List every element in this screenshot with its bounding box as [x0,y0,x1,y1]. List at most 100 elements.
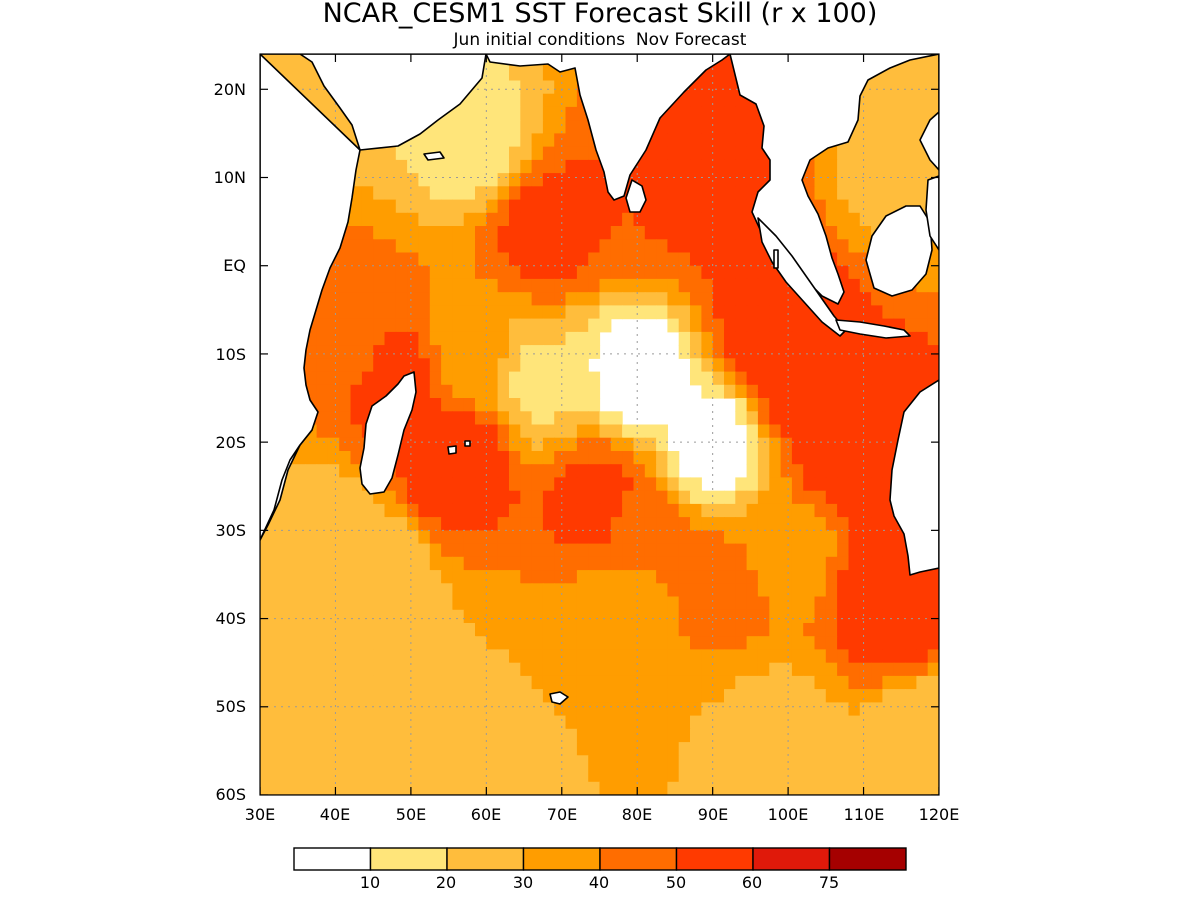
skill-cell [475,106,487,121]
skill-cell [871,570,883,584]
skill-cell [724,239,736,254]
skill-cell [373,305,386,320]
skill-cell [260,742,272,756]
skill-cell [701,649,714,664]
skill-cell [554,490,567,505]
skill-cell [871,623,883,637]
skill-cell [769,556,782,571]
skill-cell [622,715,634,730]
skill-cell [520,490,533,505]
skill-cell [588,477,601,492]
skill-cell [588,503,601,518]
skill-cell [429,543,442,558]
skill-cell [509,623,521,637]
skill-cell [882,570,895,584]
skill-cell [825,530,838,545]
skill-cell [554,80,567,95]
skill-cell [576,133,589,148]
skill-cell [667,583,680,598]
skill-cell [339,609,352,624]
skill-cell [644,146,657,161]
skill-cell [509,755,521,770]
skill-cell [837,768,849,783]
skill-cell [644,570,657,584]
skill-cell [407,755,419,770]
skill-cell [610,755,623,770]
skill-cell [622,781,634,795]
skill-cell [848,451,861,465]
skill-cell [871,398,883,412]
skill-cell [452,543,465,558]
skill-cell [441,715,453,730]
skill-cell [678,490,691,505]
skill-cell [871,93,883,108]
skill-cell [837,689,849,703]
skill-cell [531,570,544,584]
skill-cell [463,530,476,545]
skill-cell [361,398,374,412]
skill-cell [441,173,453,187]
skill-cell [746,464,759,478]
skill-cell [509,556,521,571]
skill-cell [542,477,555,492]
skill-cell [927,755,939,770]
skill-cell [859,371,872,386]
skill-cell [520,543,533,558]
skill-cell [339,781,352,795]
skill-cell [588,728,601,743]
skill-cell [667,226,680,240]
skill-cell [565,252,578,267]
skill-cell [825,226,838,240]
skill-cell [656,570,668,584]
skill-cell [452,490,465,505]
skill-cell [905,689,917,703]
skill-cell [825,239,838,254]
skill-cell [429,371,442,386]
skill-cell [814,358,827,373]
skill-cell [554,106,567,121]
skill-cell [769,331,782,346]
skill-cell [475,755,487,770]
axis-ticks [260,54,939,795]
skill-cell [667,477,680,492]
skill-cell [916,702,929,717]
skill-cell [565,318,578,333]
skill-cell [916,371,929,386]
skill-cell [803,556,816,571]
skill-cell [520,689,533,703]
skill-cell [350,781,363,795]
skill-cell [690,252,702,267]
skill-cell [361,517,374,531]
lon-tick-labels: 30E 40E 50E 60E 70E 80E 90E 100E 110E 12… [245,805,960,824]
skill-cell [644,477,657,492]
skill-cell [927,239,939,254]
skill-cell [542,186,555,201]
skill-cell [769,265,782,280]
skill-cell [825,755,838,770]
skill-cell [339,278,352,293]
skill-cell [769,464,782,478]
skill-cell [848,570,861,584]
skill-cell [384,226,397,240]
skill-cell [803,530,816,545]
skill-cell [893,715,906,730]
skill-cell [486,146,499,161]
skill-cell [905,305,917,320]
lon-tick-label: 40E [320,805,350,824]
skill-cell [520,305,533,320]
skill-cell [848,623,861,637]
skill-cell [520,768,533,783]
skill-cell [509,331,521,346]
skill-cell [316,503,329,518]
skill-cell [384,636,397,650]
skill-cell [656,755,668,770]
skill-cell [554,120,567,134]
skill-cell [520,226,533,240]
skill-cell [599,781,612,795]
skill-cell [701,80,714,95]
skill-cell [599,437,612,452]
skill-cell [780,649,793,664]
skill-cell [361,159,374,174]
skill-cell [395,503,408,518]
skill-cell [463,358,476,373]
